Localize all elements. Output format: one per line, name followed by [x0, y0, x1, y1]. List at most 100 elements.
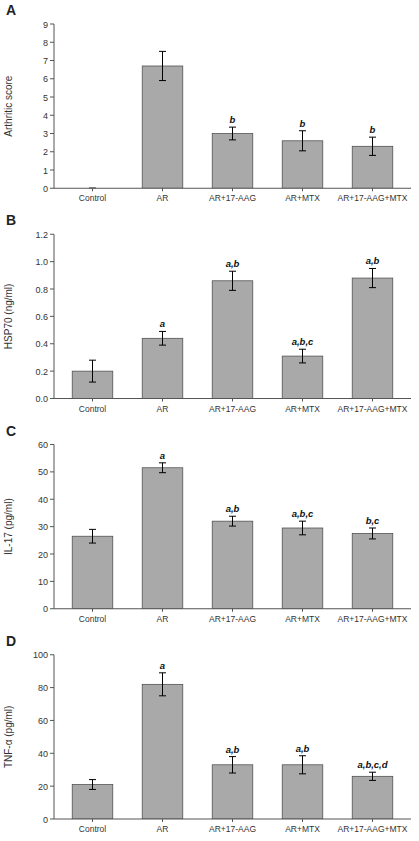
x-tick [232, 188, 233, 191]
y-tick [50, 78, 54, 79]
y-tick-label: 100 [33, 650, 48, 660]
y-tick [50, 133, 54, 134]
x-tick-label: Control [79, 404, 107, 414]
y-tick [50, 371, 54, 372]
x-tick-label: Control [79, 824, 107, 834]
x-tick [92, 609, 93, 612]
x-tick [162, 609, 163, 612]
error-bar [229, 757, 236, 773]
panel-label: D [6, 633, 16, 649]
bar [352, 776, 393, 819]
y-tick-label: 9 [43, 20, 48, 30]
x-tick [302, 188, 303, 191]
x-tick-label: AR+17-AAG+MTX [338, 404, 408, 414]
y-axis-label: HSP70 (ng/ml) [3, 284, 14, 350]
y-tick [50, 720, 54, 721]
y-tick [50, 654, 54, 655]
error-bar [369, 137, 376, 155]
y-tick [50, 188, 54, 189]
bar [142, 684, 183, 819]
x-tick [162, 819, 163, 822]
bar [282, 528, 323, 609]
y-tick [50, 97, 54, 98]
annotation: a,b [296, 743, 310, 754]
error-bar [299, 349, 306, 363]
y-tick [50, 526, 54, 527]
error-bar [159, 463, 166, 473]
y-axis-label: Arthritic score [3, 75, 14, 137]
annotation: a [160, 450, 165, 461]
y-tick [50, 170, 54, 171]
y-tick [50, 289, 54, 290]
x-tick-label: AR [157, 824, 169, 834]
error-bar [369, 772, 376, 780]
y-axis [54, 24, 55, 188]
x-tick-label: AR+17-AAG+MTX [338, 824, 408, 834]
error-bar [299, 756, 306, 774]
bar [142, 468, 183, 609]
error-bar [369, 268, 376, 287]
bar [72, 536, 113, 609]
error-bar [229, 516, 236, 526]
bar [142, 66, 183, 188]
y-tick-label: 30 [38, 522, 48, 532]
y-tick-label: 1.0 [35, 257, 48, 267]
y-axis-label: IL-17 (pg/ml) [3, 498, 14, 555]
error-bar [89, 529, 96, 543]
y-tick-label: 0.2 [35, 367, 48, 377]
x-tick [232, 609, 233, 612]
error-bar [89, 360, 96, 382]
y-tick-label: 1.2 [35, 230, 48, 240]
y-tick-label: 20 [38, 550, 48, 560]
y-tick [50, 753, 54, 754]
x-tick [302, 399, 303, 402]
y-tick-label: 10 [38, 577, 48, 587]
x-tick [372, 399, 373, 402]
annotation: a,b [226, 744, 240, 755]
annotation: a,b,c,d [357, 759, 387, 770]
x-tick [92, 399, 93, 402]
x-tick-label: AR [157, 193, 169, 203]
x-tick-label: AR+17-AAG+MTX [338, 614, 408, 624]
y-tick-label: 5 [43, 93, 48, 103]
x-tick-label: AR [157, 614, 169, 624]
x-tick [232, 399, 233, 402]
panel: CIL-17 (pg/ml)0102030405060aa,ba,b,cb,cC… [3, 423, 411, 624]
y-tick [50, 819, 54, 820]
y-tick-label: 6 [43, 74, 48, 84]
panel: BHSP70 (ng/ml)0.00.20.40.60.81.01.2aa,ba… [3, 212, 411, 413]
x-tick-label: AR+MTX [285, 824, 320, 834]
x-tick-label: AR+MTX [285, 404, 320, 414]
bar [212, 134, 253, 189]
y-tick [50, 398, 54, 399]
x-tick-label: AR+17-AAG [209, 193, 256, 203]
x-tick-label: AR+17-AAG [209, 614, 256, 624]
x-tick-label: Control [79, 614, 107, 624]
x-tick [372, 819, 373, 822]
plot-area [72, 463, 393, 609]
x-tick-label: AR+MTX [285, 193, 320, 203]
y-tick-label: 4 [43, 111, 48, 121]
y-tick-label: 0 [43, 604, 48, 614]
y-tick [50, 234, 54, 235]
error-bar [229, 127, 236, 140]
error-bar [369, 528, 376, 539]
y-tick-label: 0.6 [35, 312, 48, 322]
x-tick-label: AR [157, 404, 169, 414]
y-tick [50, 444, 54, 445]
bar [352, 278, 393, 398]
panel: AArthritic score0123456789bbbControlARAR… [3, 2, 411, 203]
panel-label: B [6, 212, 16, 228]
bar [212, 765, 253, 819]
y-tick-label: 7 [43, 56, 48, 66]
bar [72, 785, 113, 819]
x-tick-label: AR+17-AAG [209, 404, 256, 414]
y-tick [50, 554, 54, 555]
annotation: a [160, 318, 165, 329]
y-tick-label: 20 [38, 782, 48, 792]
y-tick [50, 115, 54, 116]
annotation: b [300, 118, 306, 129]
y-tick-label: 2 [43, 147, 48, 157]
x-tick [92, 188, 93, 191]
annotation: b [370, 124, 376, 135]
